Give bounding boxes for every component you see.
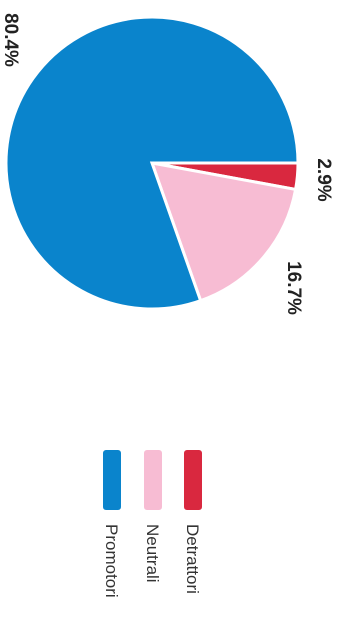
legend-swatch-promotori [103,450,121,510]
legend: Promotori Neutrali Detrattori [102,450,202,598]
data-label-detrattori: 2.9% [313,158,334,201]
legend-label-neutrali: Neutrali [143,524,162,583]
pie-data-labels: 2.9% 16.7% 80.4% [0,13,334,315]
legend-label-detrattori: Detrattori [183,524,202,594]
pie-slice-promotori [4,15,300,311]
data-label-promotori: 80.4% [0,13,21,67]
legend-swatch-neutrali [144,450,162,510]
legend-label-promotori: Promotori [102,524,121,598]
data-label-neutrali: 16.7% [283,261,304,315]
pie-slices [4,15,300,311]
legend-swatch-detrattori [184,450,202,510]
pie-slice-neutrali [149,161,298,303]
